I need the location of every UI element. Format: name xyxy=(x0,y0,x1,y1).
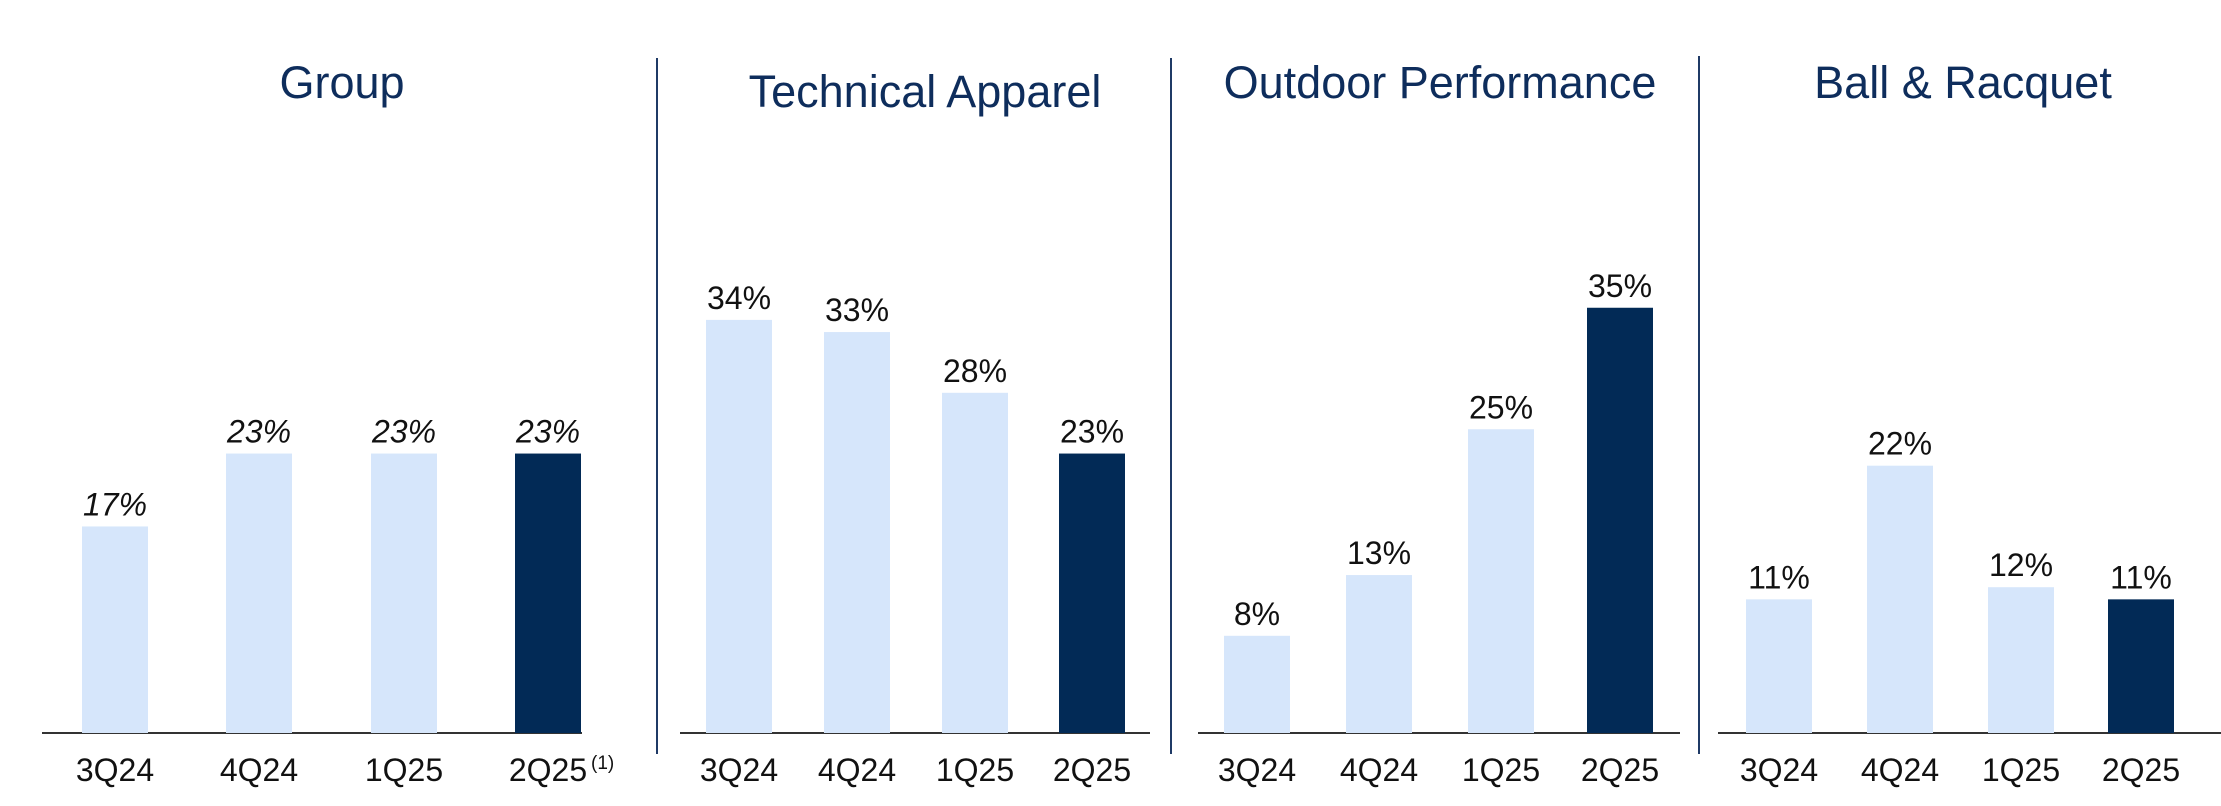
category-label: 1Q25 xyxy=(365,752,443,788)
data-label: 23% xyxy=(226,414,291,450)
bar xyxy=(1346,575,1412,733)
data-label: 23% xyxy=(371,414,436,450)
bar xyxy=(942,392,1008,733)
bar xyxy=(1059,453,1125,733)
data-label: 28% xyxy=(943,353,1007,389)
bar xyxy=(371,453,437,733)
bar xyxy=(1867,465,1933,733)
category-label: 1Q25 xyxy=(936,752,1014,788)
data-label: 12% xyxy=(1989,547,2053,583)
category-label: 3Q24 xyxy=(1218,752,1296,788)
data-label: 11% xyxy=(2110,559,2172,595)
data-label: 8% xyxy=(1234,596,1280,632)
category-label: 3Q24 xyxy=(76,752,154,788)
footnote-marker: (1) xyxy=(591,753,614,774)
category-label: 4Q24 xyxy=(220,752,298,788)
data-label: 23% xyxy=(1060,414,1124,450)
category-label: 1Q25 xyxy=(1982,752,2060,788)
bar xyxy=(226,453,292,733)
data-label: 17% xyxy=(83,486,147,522)
category-label: 3Q24 xyxy=(700,752,778,788)
category-label: 2Q25 xyxy=(1053,752,1131,788)
bar xyxy=(82,526,148,733)
data-label: 13% xyxy=(1347,535,1411,571)
panel-title-group: Group xyxy=(279,57,405,108)
data-label: 22% xyxy=(1868,426,1932,462)
category-label: 1Q25 xyxy=(1462,752,1540,788)
bar xyxy=(1224,635,1290,733)
data-label: 33% xyxy=(825,292,889,328)
data-label: 25% xyxy=(1469,389,1533,425)
bar xyxy=(824,332,890,733)
bar xyxy=(515,453,581,733)
bar xyxy=(1988,587,2054,733)
panel-title-technical-apparel: Technical Apparel xyxy=(748,66,1102,117)
category-label: 3Q24 xyxy=(1740,752,1818,788)
data-label: 35% xyxy=(1588,268,1652,304)
bar xyxy=(706,319,772,733)
bar xyxy=(1468,429,1534,733)
bar xyxy=(1746,599,1812,733)
category-label: 2Q25 xyxy=(2102,752,2180,788)
panel-title-outdoor-performance: Outdoor Performance xyxy=(1223,57,1657,108)
bar xyxy=(2108,599,2174,733)
category-label: 4Q24 xyxy=(1861,752,1939,788)
data-label: 34% xyxy=(707,280,771,316)
category-label: 4Q24 xyxy=(1340,752,1418,788)
category-label: 4Q24 xyxy=(818,752,896,788)
category-label: 2Q25 xyxy=(1581,752,1659,788)
category-label: 2Q25 xyxy=(509,752,587,788)
bar xyxy=(1587,307,1653,733)
data-label: 23% xyxy=(515,414,580,450)
data-label: 11% xyxy=(1748,559,1810,595)
panel-title-ball-racquet: Ball & Racquet xyxy=(1814,57,2112,108)
